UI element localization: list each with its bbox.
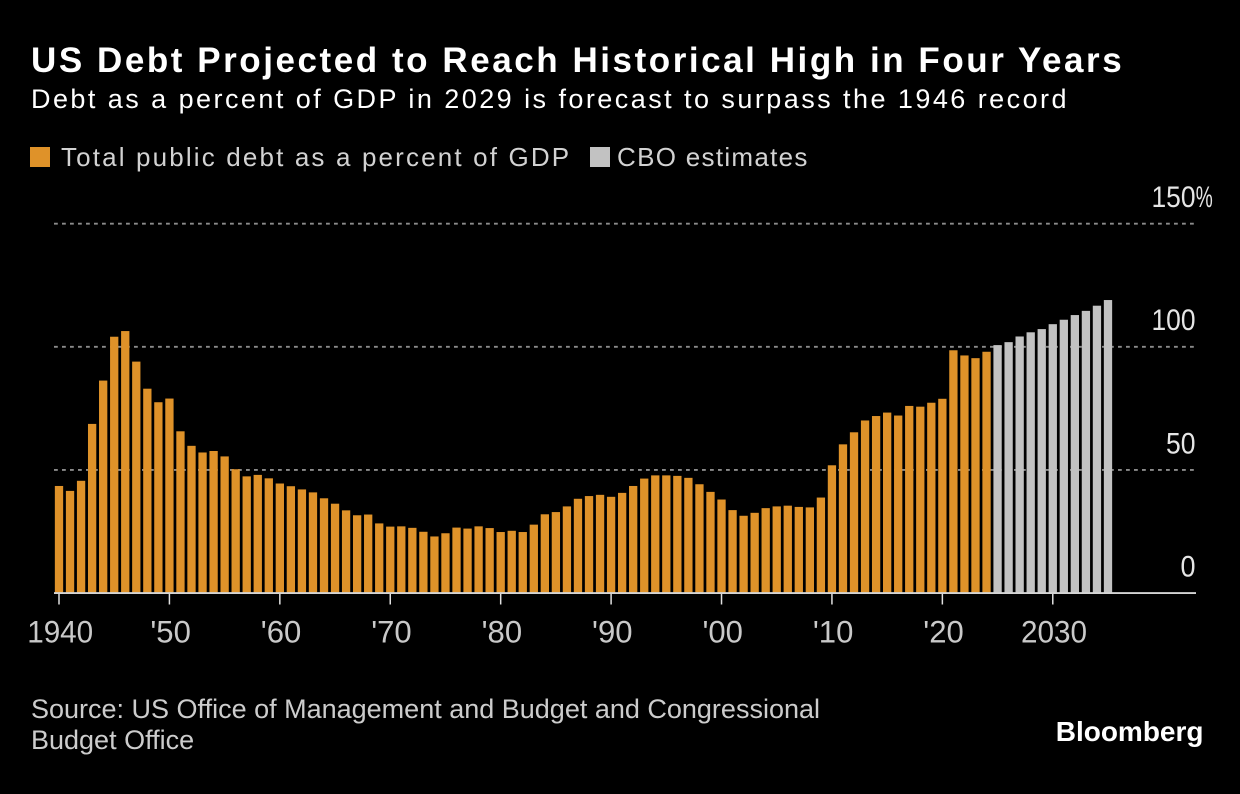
svg-text:100: 100 — [1152, 304, 1196, 337]
svg-text:0: 0 — [1181, 551, 1196, 584]
svg-text:150: 150 — [1152, 181, 1196, 214]
svg-text:'90: '90 — [592, 614, 633, 650]
svg-text:'50: '50 — [150, 614, 191, 650]
svg-text:'00: '00 — [702, 614, 743, 650]
svg-text:'70: '70 — [371, 614, 412, 650]
svg-text:2030: 2030 — [1021, 614, 1087, 650]
svg-text:'10: '10 — [813, 614, 854, 650]
svg-text:'80: '80 — [482, 614, 523, 650]
svg-text:50: 50 — [1166, 427, 1196, 460]
svg-text:'60: '60 — [261, 614, 302, 650]
svg-text:%: % — [1196, 181, 1213, 214]
svg-text:1940: 1940 — [27, 614, 93, 650]
svg-text:'20: '20 — [923, 614, 964, 650]
